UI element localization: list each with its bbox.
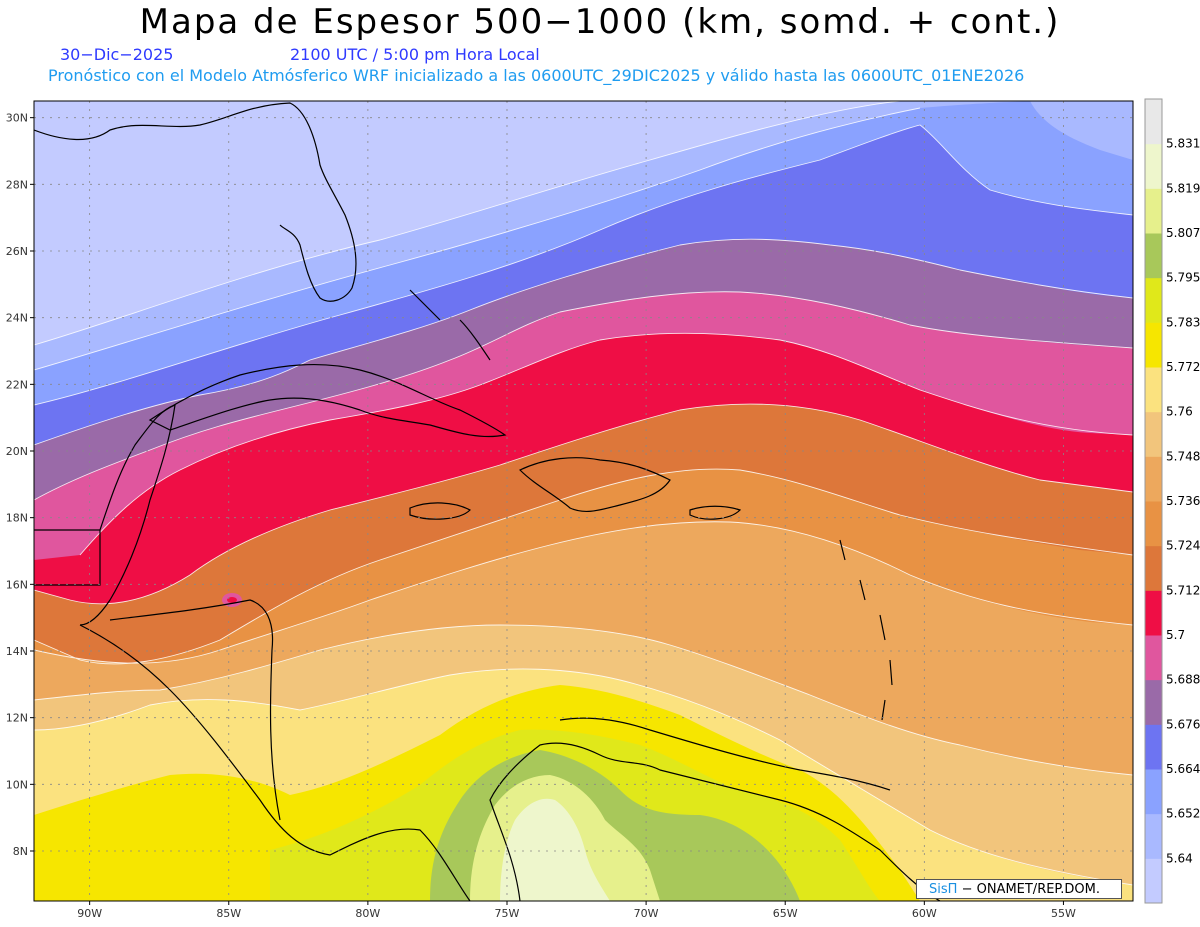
- lon-tick-label: 80W: [355, 907, 380, 920]
- lat-tick-label: 26N: [6, 245, 28, 258]
- band-5831: [500, 798, 610, 901]
- colorbar-label: 5.664: [1166, 762, 1200, 776]
- colorbar-swatch: [1145, 501, 1162, 547]
- lon-tick-label: 60W: [912, 907, 937, 920]
- colorbar-label: 5.76: [1166, 405, 1193, 419]
- colorbar-swatch: [1145, 545, 1162, 591]
- venezuela-coast: [559, 717, 891, 791]
- colorbar-swatch: [1145, 456, 1162, 502]
- lat-tick-label: 12N: [6, 712, 28, 725]
- lon-tick-label: 70W: [634, 907, 659, 920]
- colorbar-swatch: [1145, 188, 1162, 234]
- lesser-antilles: [839, 539, 893, 721]
- colorbar-label: 5.831: [1166, 137, 1200, 151]
- graticule: [34, 101, 1133, 901]
- colorbar-swatch: [1145, 635, 1162, 681]
- colorbar-swatch: [1145, 590, 1162, 636]
- lat-tick-label: 30N: [6, 112, 28, 125]
- colorbar: 5.64 5.652 5.664 5.676 5.688 5.7 5.712 5.724 5.7…: [1144, 98, 1200, 904]
- colorbar-swatch: [1145, 322, 1162, 368]
- colorbar-swatch: [1145, 813, 1162, 859]
- south-america: [489, 742, 941, 901]
- colorbar-label: 5.819: [1166, 181, 1200, 195]
- lat-tick-label: 16N: [6, 578, 28, 591]
- lon-tick-label: 55W: [1051, 907, 1076, 920]
- central-america: [79, 624, 471, 901]
- colorbar-label: 5.724: [1166, 539, 1200, 553]
- yucatan: [34, 404, 176, 626]
- colorbar-swatch: [1145, 769, 1162, 815]
- latitude-ticks: 30N 28N 26N 24N 22N 20N 18N 16N 14N 12N 10N 8N: [6, 112, 34, 858]
- colorbar-swatch: [1145, 277, 1162, 323]
- coastlines: [34, 102, 941, 901]
- colorbar-label: 5.7: [1166, 628, 1185, 642]
- colorbar-label: 5.795: [1166, 271, 1200, 285]
- colorbar-label: 5.64: [1166, 851, 1193, 865]
- lat-tick-label: 22N: [6, 378, 28, 391]
- colorbar-swatch: [1145, 724, 1162, 770]
- top-right-light-region: [1030, 101, 1133, 160]
- colorbar-swatch: [1145, 679, 1162, 725]
- shaded-field: [34, 101, 1133, 901]
- longitude-ticks: 90W 85W 80W 75W 70W 65W 60W 55W: [77, 901, 1076, 920]
- colorbar-swatch: [1145, 411, 1162, 457]
- florida-coast: [34, 102, 357, 302]
- lat-tick-label: 28N: [6, 178, 28, 191]
- colorbar-label: 5.736: [1166, 494, 1200, 508]
- colorbar-swatch: [1145, 858, 1162, 904]
- colorbar-swatch: [1145, 99, 1162, 145]
- colorbar-label: 5.807: [1166, 226, 1200, 240]
- lon-tick-label: 85W: [216, 907, 241, 920]
- colorbar-label: 5.772: [1166, 360, 1200, 374]
- lat-tick-label: 14N: [6, 645, 28, 658]
- forecast-date: 30−Dic−2025: [60, 45, 174, 64]
- contour-lines: [34, 101, 1133, 886]
- honduras-coast: [109, 599, 281, 821]
- lon-tick-label: 75W: [495, 907, 520, 920]
- colorbar-label: 5.652: [1166, 807, 1200, 821]
- cuba-coast: [148, 363, 507, 438]
- bahamas: [409, 289, 491, 361]
- colorbar-swatch: [1145, 367, 1162, 413]
- lat-tick-label: 24N: [6, 312, 28, 325]
- colorbar-label: 5.676: [1166, 717, 1200, 731]
- lat-tick-label: 10N: [6, 778, 28, 791]
- colorbar-label: 5.712: [1166, 583, 1200, 597]
- colorbar-label: 5.783: [1166, 315, 1200, 329]
- local-max-belize: [83, 512, 107, 528]
- hispaniola: [518, 457, 671, 513]
- colorbar-swatch: [1145, 233, 1162, 279]
- map-frame: [33, 100, 1134, 902]
- model-description: Pronóstico con el Modelo Atmósferico WRF…: [48, 66, 1025, 85]
- colorbar-label: 5.748: [1166, 449, 1200, 463]
- lon-tick-label: 90W: [77, 907, 102, 920]
- credit-brand: SisΠ: [929, 882, 958, 897]
- lat-tick-label: 20N: [6, 445, 28, 458]
- forecast-time: 2100 UTC / 5:00 pm Hora Local: [290, 45, 540, 64]
- credit-org: − ONAMET/REP.DOM.: [961, 882, 1100, 897]
- jamaica: [409, 502, 471, 520]
- colorbar-border: [1144, 98, 1163, 904]
- map-title: Mapa de Espesor 500−1000 (km, somd. + co…: [139, 2, 1061, 42]
- lat-tick-label: 8N: [13, 845, 28, 858]
- credit-box: SisΠ − ONAMET/REP.DOM.: [916, 879, 1122, 899]
- lon-tick-label: 65W: [773, 907, 798, 920]
- colorbar-swatch: [1145, 143, 1162, 189]
- lat-tick-label: 18N: [6, 512, 28, 525]
- colorbar-label: 5.688: [1166, 673, 1200, 687]
